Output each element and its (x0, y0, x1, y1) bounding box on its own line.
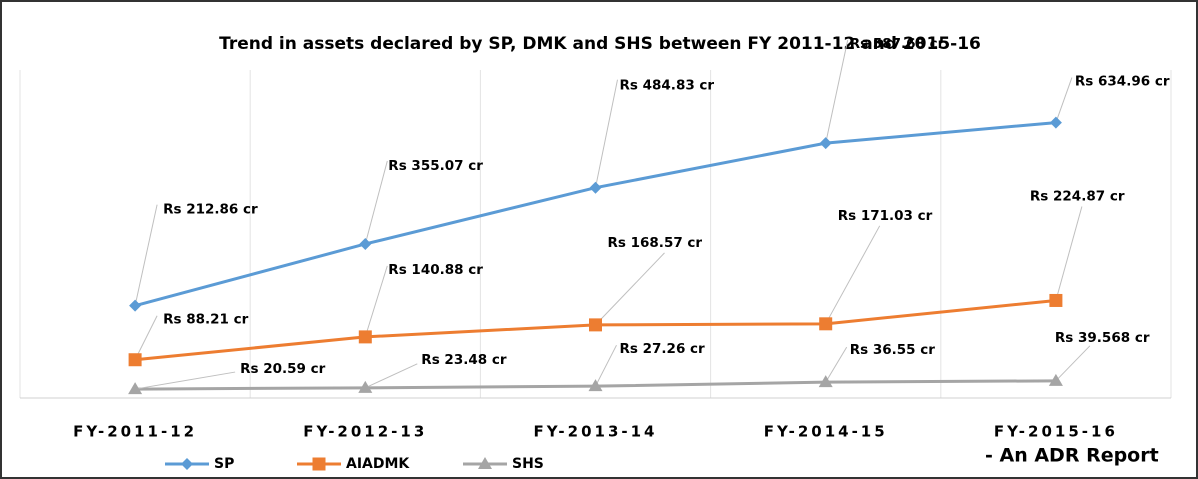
point (128, 353, 142, 367)
annotation: - An ADR Report (985, 445, 1159, 467)
point (589, 181, 602, 194)
legend-label: AIADMK (346, 456, 410, 472)
data-label: Rs 355.07 cr (388, 158, 483, 174)
data-label: Rs 168.57 cr (608, 235, 703, 251)
data-label: Rs 634.96 cr (1075, 74, 1170, 90)
leader-line (365, 363, 418, 389)
leader-line (825, 225, 881, 325)
leader-line (595, 344, 617, 387)
data-label: Rs 20.59 cr (240, 361, 326, 377)
point (1048, 373, 1063, 386)
legend-marker (312, 457, 326, 471)
point (588, 379, 603, 392)
data-label: Rs 171.03 cr (838, 208, 933, 224)
point (818, 375, 833, 388)
data-label: Rs 224.87 cr (1030, 188, 1125, 204)
x-tick-label: FY-2011-12 (73, 423, 197, 441)
point (589, 318, 602, 332)
leader-line (1055, 345, 1091, 382)
legend-marker (478, 457, 492, 469)
leader-line (134, 204, 158, 306)
point (358, 330, 372, 344)
legend-label: SP (214, 456, 234, 472)
x-tick-label: FY-2014-15 (764, 423, 888, 441)
point (819, 317, 833, 331)
data-label: Rs 23.48 cr (421, 352, 507, 368)
data-label: Rs 27.26 cr (620, 341, 706, 357)
leader-line (825, 39, 849, 144)
legend-marker (181, 458, 193, 470)
legend-label: SHS (512, 456, 544, 472)
leader-line (595, 79, 618, 188)
point (358, 380, 373, 393)
leader-line (1055, 77, 1073, 123)
point (1049, 293, 1063, 307)
point (1049, 116, 1062, 129)
leader-line (825, 346, 848, 383)
data-label: Rs 212.86 cr (163, 202, 258, 218)
leader-line (595, 252, 665, 326)
data-label: Rs 88.21 cr (163, 312, 249, 328)
data-label: Rs 484.83 cr (620, 78, 715, 94)
data-label: Rs 587.68 cr (850, 36, 945, 52)
leader-line (1055, 206, 1083, 301)
point (129, 299, 142, 312)
point (128, 382, 143, 395)
leader-line (364, 160, 388, 245)
point (359, 237, 372, 250)
leader-line (135, 371, 236, 390)
chart-title: Trend in assets declared by SP, DMK and … (219, 34, 981, 54)
data-label: Rs 140.88 cr (388, 262, 483, 278)
x-tick-label: FY-2013-14 (534, 423, 658, 441)
x-tick-label: FY-2015-16 (994, 423, 1118, 441)
leader-line (134, 315, 158, 360)
leader-line (364, 265, 388, 338)
point (819, 137, 832, 150)
data-label: Rs 36.55 cr (850, 342, 936, 358)
x-tick-label: FY-2012-13 (303, 423, 427, 441)
data-label: Rs 39.568 cr (1055, 330, 1150, 346)
